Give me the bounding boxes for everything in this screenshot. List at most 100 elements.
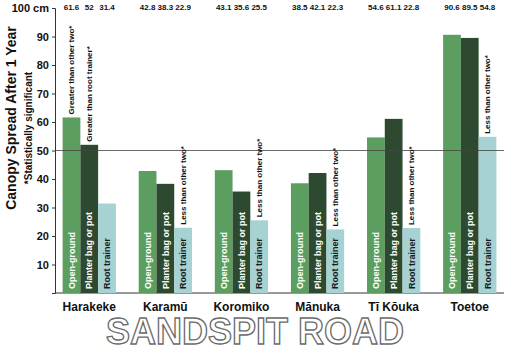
y-tick-label: 30	[37, 202, 49, 214]
y-tick-mark	[52, 236, 55, 237]
y-tick-mark	[52, 94, 55, 95]
y-tick-mark	[52, 122, 55, 123]
bar	[479, 137, 497, 293]
y-tick-mark	[52, 179, 55, 180]
series-label: Open-ground	[447, 232, 457, 289]
series-label: Open-ground	[295, 232, 305, 289]
bar	[250, 220, 268, 293]
data-label: 61.1	[386, 3, 402, 12]
y-tick: 90	[37, 31, 55, 43]
bar	[63, 117, 81, 293]
data-label: 90.6	[444, 3, 460, 12]
data-label: 54.6	[368, 3, 384, 12]
y-tick-mark	[52, 151, 55, 152]
data-label: 43.1	[216, 3, 232, 12]
bar	[139, 171, 157, 293]
bar	[385, 119, 403, 293]
series-label: Planter bag or pot	[160, 212, 170, 289]
caption: SANDSPIT ROAD	[106, 311, 404, 350]
bar	[461, 38, 479, 293]
series-label: Planter bag or pot	[84, 212, 94, 289]
y-tick-label: 60	[37, 116, 49, 128]
annotation: Greater than other two*	[67, 25, 76, 115]
data-label: 31.4	[99, 3, 115, 12]
y-tick: 30	[37, 202, 55, 214]
data-label: 61.6	[64, 3, 80, 12]
bar	[80, 145, 98, 293]
series-label: Root trainer	[407, 237, 417, 289]
chart-svg: 102030405060708090100 cmOpen-groundOpen-…	[0, 0, 510, 350]
y-tick-label: 100 cm	[12, 2, 50, 14]
data-label: 22.9	[175, 3, 191, 12]
data-label: 22.3	[328, 3, 344, 12]
data-label: 22.8	[404, 3, 420, 12]
chart-container: 102030405060708090100 cmOpen-groundOpen-…	[0, 0, 510, 350]
x-tick: Toetoe	[451, 300, 490, 314]
y-tick: 80	[37, 59, 55, 71]
series-label: Root trainer	[483, 237, 493, 289]
y-tick: 10	[37, 259, 55, 271]
series-label: Root trainer	[254, 237, 264, 289]
series-label: Root trainer	[178, 237, 188, 289]
annotation: Less than other two*	[179, 145, 188, 225]
annotation: Less than other two*	[255, 138, 264, 218]
y-tick: 20	[37, 230, 55, 242]
data-label: 25.5	[251, 3, 267, 12]
y-axis-line	[52, 9, 56, 294]
y-tick: 40	[37, 173, 55, 185]
data-label: 42.1	[310, 3, 326, 12]
y-tick-label: 50	[37, 145, 49, 157]
bar	[326, 229, 344, 293]
bar	[403, 228, 421, 293]
chart-subtitle: *Statistically significant	[23, 71, 34, 184]
series-label: Root trainer	[102, 237, 112, 289]
series-label: Planter bag or pot	[465, 212, 475, 289]
annotation: Less than other two*	[331, 147, 340, 227]
y-tick-label: 20	[37, 230, 49, 242]
bar	[233, 192, 251, 293]
bar	[174, 228, 192, 293]
data-label: 89.5	[462, 3, 478, 12]
bar	[443, 35, 461, 293]
y-tick-mark	[52, 65, 55, 66]
bar	[309, 173, 327, 293]
series-label: Open-ground	[143, 232, 153, 289]
y-tick-label: 10	[37, 259, 49, 271]
chart-texts: Open-ground Open-ground Open-ground Open-gr…	[64, 3, 496, 289]
y-tick: 100 cm	[12, 2, 55, 14]
y-tick-mark	[52, 208, 55, 209]
chart-title: Canopy Spread After 1 Year	[3, 26, 19, 210]
series-label: Planter bag or pot	[237, 212, 247, 289]
y-tick-label: 80	[37, 59, 49, 71]
y-tick-label: 90	[37, 31, 49, 43]
y-tick: 60	[37, 116, 55, 128]
series-label: Open-ground	[371, 232, 381, 289]
category-label: Toetoe	[451, 300, 490, 314]
data-label: 52	[85, 3, 94, 12]
y-tick-label: 70	[37, 88, 49, 100]
reference-line	[55, 150, 504, 151]
series-label: Root trainer	[330, 237, 340, 289]
bar	[215, 170, 233, 293]
annotation: Less than other two*	[407, 145, 416, 225]
data-label: 38.5	[292, 3, 308, 12]
series-label: Open-ground	[67, 232, 77, 289]
y-tick-mark	[52, 265, 55, 266]
y-tick-mark	[52, 37, 55, 38]
bar	[367, 137, 385, 293]
plot-marks	[55, 35, 504, 293]
series-label: Planter bag or pot	[389, 212, 399, 289]
y-tick: 50	[37, 145, 55, 157]
y-tick: 70	[37, 88, 55, 100]
annotation: Less than other two*	[483, 54, 492, 134]
data-label: 42.8	[140, 3, 156, 12]
y-tick-mark	[52, 8, 55, 9]
bar	[156, 184, 174, 293]
series-label: Planter bag or pot	[313, 212, 323, 289]
bar	[291, 183, 309, 293]
bar	[98, 204, 116, 293]
data-label: 54.8	[480, 3, 496, 12]
y-tick-label: 40	[37, 173, 49, 185]
data-label: 35.6	[234, 3, 250, 12]
series-label: Open-ground	[219, 232, 229, 289]
